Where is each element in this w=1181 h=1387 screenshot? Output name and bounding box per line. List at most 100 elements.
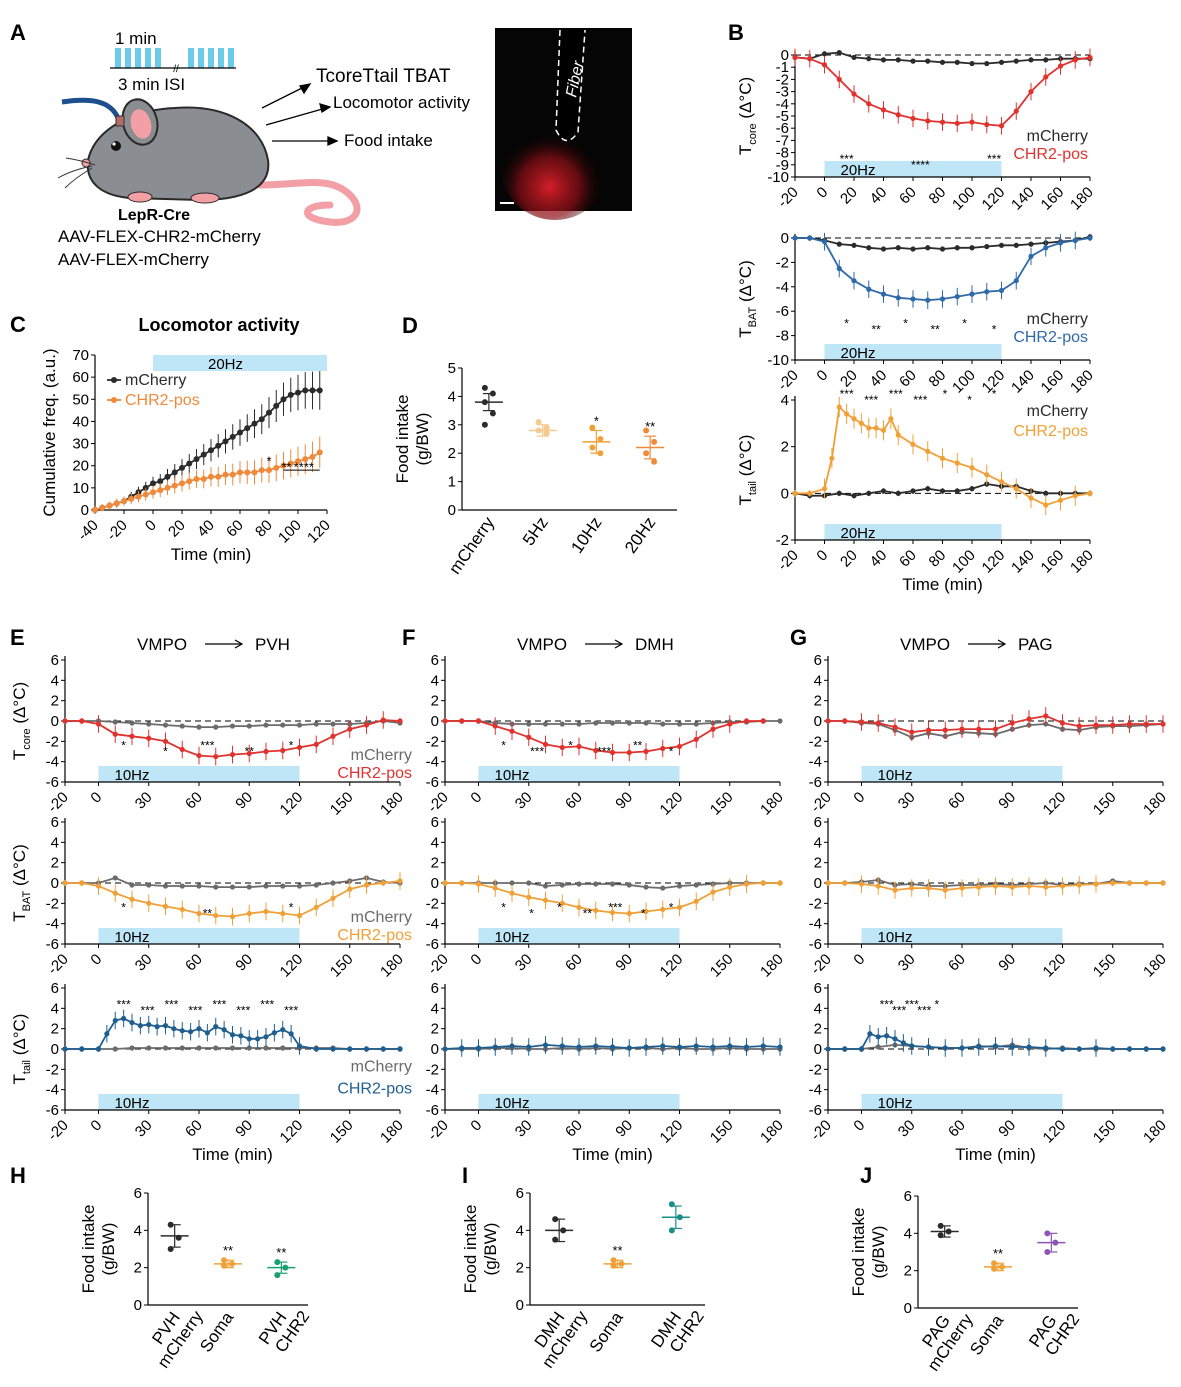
data-point [969, 60, 975, 67]
data-point [363, 722, 370, 728]
data-point [1076, 1046, 1082, 1052]
data-point [676, 883, 683, 889]
data-point [959, 1045, 965, 1051]
pathway-from: VMPO [517, 635, 567, 654]
data-point [313, 741, 319, 747]
legend-swatch-dot [111, 377, 117, 383]
data-point [939, 119, 946, 125]
data-point [200, 451, 207, 458]
data-point [330, 895, 336, 901]
chart-d: 0 1 2 3 4 5 mCherry 5Hz * 10Hz ** 20Hz Food intake(g… [393, 360, 677, 578]
data-point [880, 246, 887, 252]
x-tick-label: 140 [1008, 367, 1038, 397]
chart-e3: 10Hz 6 4 2 0 -2 -4 -6-20 0 30 60 90 120 150 180 mCherry… [10, 980, 412, 1164]
y-tick-label: 2 [431, 855, 439, 872]
x-tick-label: 180 [377, 789, 407, 819]
data-point [296, 883, 303, 889]
category-label: PVHmCherry [139, 1297, 207, 1372]
data-point [128, 495, 135, 502]
y-tick-label: 2 [431, 1021, 439, 1038]
significance-mark: * [641, 907, 646, 921]
data-point [727, 884, 733, 890]
data-point [330, 880, 336, 886]
y-tick-label: 30 [72, 436, 89, 453]
data-point [1059, 883, 1066, 889]
data-point [347, 1046, 353, 1052]
x-tick-label: 180 [757, 951, 787, 981]
x-tick-label: 90 [232, 951, 256, 975]
significance-mark: ** [245, 745, 255, 759]
x-tick-label: 80 [926, 547, 950, 571]
data-point [984, 60, 990, 67]
data-point [162, 1045, 169, 1051]
data-point [998, 242, 1005, 248]
y-tick-label: 4 [431, 672, 439, 689]
data-point [618, 1260, 625, 1267]
data-point [892, 724, 898, 730]
data-point [157, 487, 164, 494]
stim-bar [861, 1094, 1063, 1110]
x-tick-label: 30 [895, 789, 919, 813]
significance-mark: *** [913, 393, 927, 407]
x-tick-label: 180 [377, 1117, 407, 1147]
data-point [171, 1026, 177, 1032]
y-tick-label: 2 [51, 855, 59, 872]
data-point [909, 729, 915, 735]
data-point [1057, 240, 1064, 246]
stim-bar [861, 766, 1063, 782]
x-tick-label: 0 [87, 1117, 105, 1135]
data-point [489, 390, 496, 397]
x-tick-label: 30 [895, 1117, 919, 1141]
data-point [777, 718, 783, 724]
data-point [157, 478, 164, 485]
data-point [858, 881, 865, 887]
data-point [238, 1033, 244, 1039]
data-point [492, 885, 498, 891]
data-point [274, 1272, 281, 1279]
y-tick-label: -6 [776, 303, 789, 320]
data-point [693, 1043, 699, 1049]
data-point [992, 883, 999, 889]
data-point [62, 718, 68, 724]
data-point [1052, 1239, 1059, 1246]
data-point [146, 900, 152, 906]
data-point [313, 721, 319, 727]
y-tick-label: 4 [51, 672, 59, 689]
significance-mark: *** [892, 1003, 906, 1017]
y-tick-label: -4 [809, 916, 822, 933]
data-point [112, 890, 118, 896]
data-point [693, 898, 699, 904]
data-point [909, 1043, 915, 1049]
histology-image: Fiber [495, 28, 632, 220]
x-tick-label: 160 [1038, 367, 1068, 397]
data-point [1013, 486, 1019, 492]
data-point [258, 467, 265, 474]
data-point [1028, 89, 1034, 95]
y-tick-label: 0 [431, 713, 439, 730]
data-point [106, 502, 113, 509]
svg-text://: // [173, 64, 179, 75]
data-point [95, 1046, 102, 1052]
data-point [196, 883, 202, 889]
data-point [167, 1246, 174, 1252]
x-tick-label: 120 [277, 789, 307, 819]
data-point [459, 1045, 465, 1051]
data-point [925, 885, 932, 891]
data-point [969, 465, 975, 471]
data-point [104, 1031, 110, 1037]
data-point [821, 486, 828, 492]
data-point [895, 57, 901, 63]
y-axis-label-line: (g/BW) [413, 413, 432, 466]
y-axis-label-line: Food intake [79, 1205, 98, 1294]
y-axis-label-main: T [10, 911, 29, 921]
data-point [875, 720, 881, 726]
y-axis-label-line: Food intake [461, 1205, 480, 1294]
x-tick-label: 150 [707, 789, 737, 819]
data-point [1059, 1046, 1066, 1052]
data-point [880, 291, 887, 297]
legend-swatch-dot [111, 397, 117, 403]
x-tick-label: 60 [562, 1117, 586, 1141]
data-point [542, 897, 549, 903]
data-point [693, 721, 699, 727]
